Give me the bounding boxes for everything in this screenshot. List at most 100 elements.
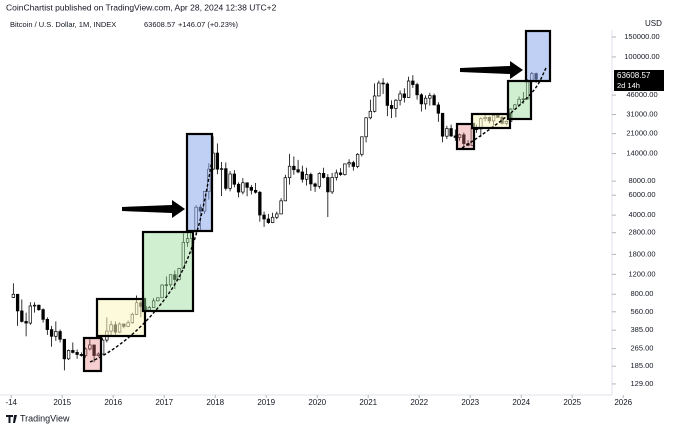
candle-body — [32, 304, 37, 307]
y-tick-label: 1200.00 — [628, 269, 655, 278]
y-tick-label: 6000.00 — [628, 190, 655, 199]
publisher-line: CoinChartist published on TradingView.co… — [6, 2, 277, 12]
candle-body — [28, 305, 32, 324]
x-tick-label: 2022 — [410, 398, 428, 407]
candle-body — [445, 128, 449, 137]
y-tick-label: 560.00 — [631, 307, 654, 316]
x-tick-label: -14 — [5, 398, 17, 407]
x-tick-label: 2025 — [563, 398, 581, 407]
candle-body — [232, 173, 236, 185]
candle-body — [79, 354, 83, 356]
candle-body — [398, 93, 402, 101]
box-green — [506, 79, 533, 121]
candle-body — [20, 310, 24, 322]
box-yellow — [95, 297, 147, 338]
price-tag-value: 63608.57 — [617, 71, 651, 80]
candle-body — [270, 216, 275, 223]
candle-body — [419, 94, 424, 105]
candle-body — [71, 350, 75, 353]
candle-body — [258, 191, 262, 216]
y-tick-label: 4000.00 — [628, 210, 655, 219]
candle-body — [262, 214, 266, 220]
candle-body — [241, 182, 245, 193]
candle-body — [436, 104, 440, 114]
x-tick-label: 2021 — [359, 398, 377, 407]
candle-body — [96, 353, 100, 356]
candle-body — [521, 98, 526, 101]
candle-body — [334, 172, 338, 178]
candle-body — [283, 177, 287, 202]
x-tick-label: 2018 — [206, 398, 224, 407]
candle-body — [275, 213, 279, 218]
y-tick-label: 265.00 — [631, 344, 654, 353]
candle-body — [279, 200, 283, 215]
trend-curve — [461, 67, 547, 149]
candle-body — [338, 172, 343, 175]
brand-name: TradingView — [20, 413, 70, 423]
price-tag-countdown: 2d 14h — [617, 81, 640, 90]
candle-body — [156, 297, 160, 302]
box-red — [455, 122, 476, 151]
candle-body — [364, 117, 368, 138]
x-tick-label: 2017 — [155, 398, 173, 407]
candle-body — [173, 274, 177, 280]
candle-body — [394, 99, 398, 109]
candle-body — [462, 134, 466, 144]
y-tick-label: 14000.00 — [626, 149, 657, 158]
x-tick-label: 2016 — [104, 398, 122, 407]
candle-body — [317, 173, 322, 187]
candle-body — [449, 128, 453, 137]
candle-body — [355, 153, 360, 167]
candle-body — [49, 329, 54, 337]
trend-curve — [89, 159, 213, 363]
arrow — [122, 200, 185, 218]
candle-body — [151, 300, 156, 308]
box-red — [82, 336, 103, 373]
currency-label: USD — [645, 19, 662, 28]
candle-body — [245, 182, 249, 188]
candle-body — [37, 304, 41, 310]
box-yellow — [470, 112, 512, 130]
candle-body — [423, 97, 428, 105]
candle-body — [185, 238, 190, 243]
candle-body — [360, 136, 364, 155]
candle-body — [62, 338, 67, 360]
candle-body — [215, 152, 220, 170]
candle-body — [219, 168, 224, 170]
candle-body — [440, 112, 445, 137]
box-blue — [524, 29, 552, 83]
y-tick-label: 385.00 — [631, 325, 654, 334]
candle-body — [296, 169, 300, 173]
y-tick-label: 150000.00 — [624, 32, 659, 41]
y-tick-label: 46000.00 — [626, 90, 657, 99]
candle-body — [347, 162, 351, 165]
x-tick-label: 2026 — [614, 398, 632, 407]
candles — [11, 71, 538, 371]
candle-body — [321, 173, 326, 178]
x-tick-label: 2015 — [53, 398, 71, 407]
candle-body — [385, 83, 389, 106]
candle-body — [389, 105, 394, 109]
y-tick-label: 21000.00 — [626, 129, 657, 138]
x-tick-label: 2023 — [461, 398, 479, 407]
y-tick-label: 8000.00 — [628, 176, 655, 185]
candle-body — [164, 284, 169, 286]
candle-body — [406, 80, 411, 98]
candle-body — [24, 321, 28, 324]
candle-body — [160, 284, 164, 299]
candle-body — [300, 171, 304, 180]
candle-body — [266, 218, 271, 223]
x-tick-label: 2019 — [257, 398, 275, 407]
candle-body — [411, 80, 415, 85]
arrow — [460, 61, 523, 79]
candle-body — [415, 84, 419, 96]
candle-body — [287, 165, 292, 179]
candle-body — [66, 350, 71, 360]
box-blue — [185, 132, 214, 233]
box-green — [141, 230, 195, 313]
candle-body — [15, 293, 20, 312]
y-tick-label: 129.00 — [631, 379, 654, 388]
legend-price: 63608.57 — [144, 20, 175, 29]
candle-body — [54, 331, 58, 337]
y-tick-label: 800.00 — [631, 289, 654, 298]
